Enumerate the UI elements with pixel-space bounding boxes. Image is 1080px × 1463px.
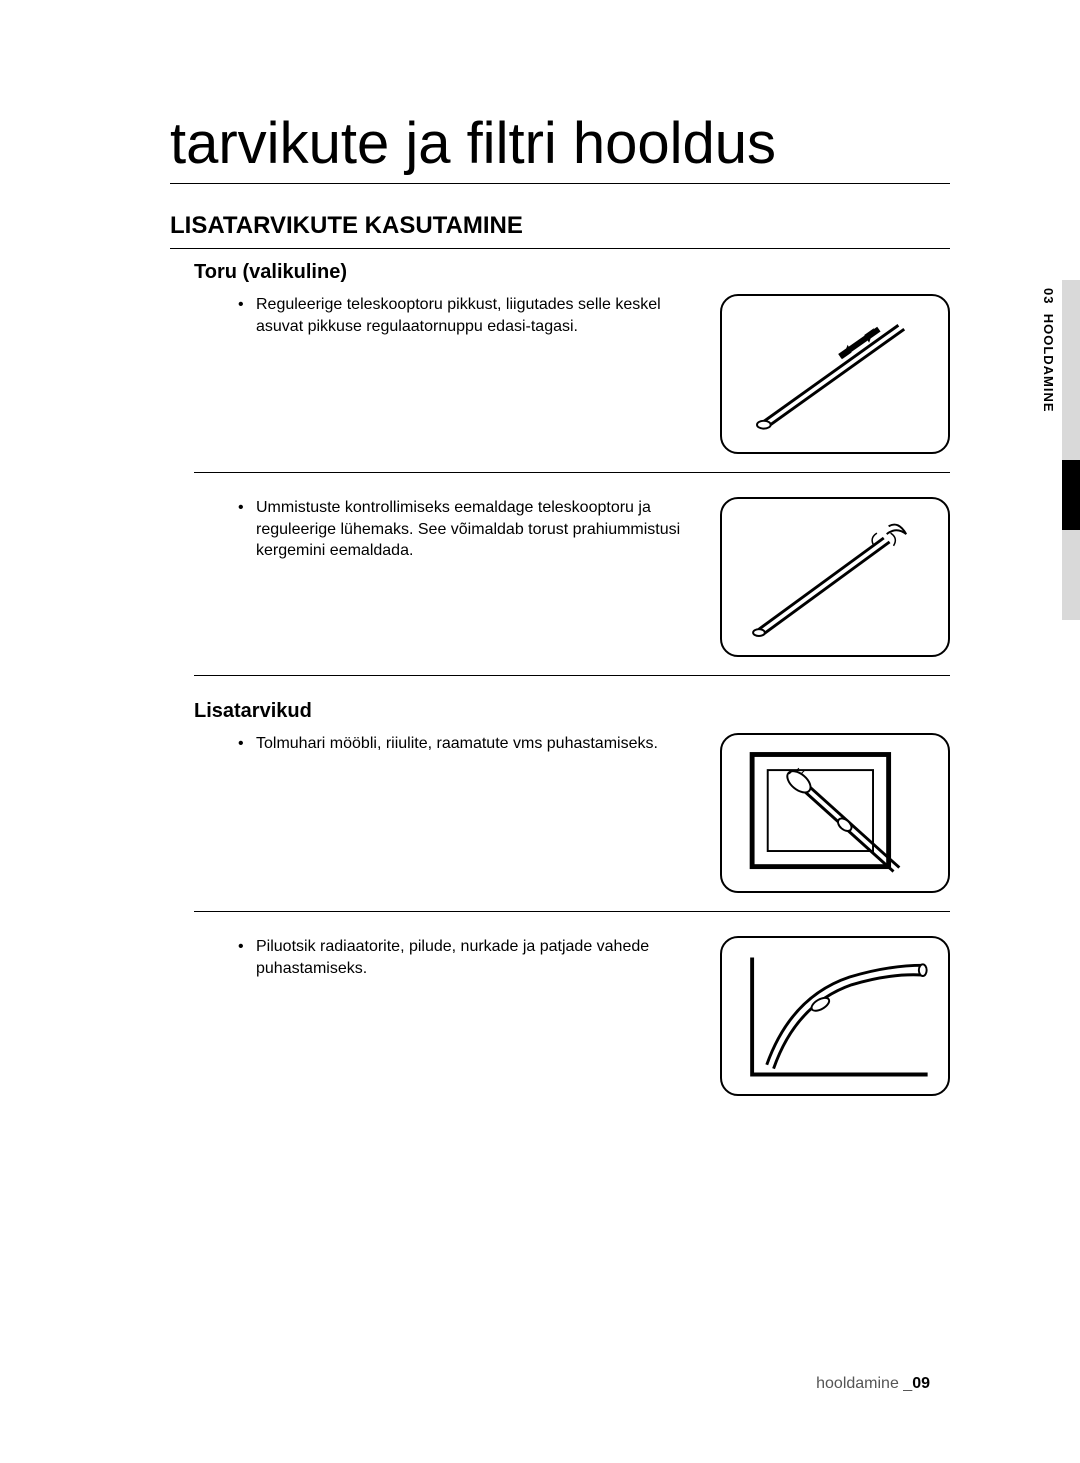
illustration-crevice-tool (720, 936, 950, 1096)
item-text: • Reguleerige teleskooptoru pikkust, lii… (170, 294, 698, 337)
item-row: • Ummistuste kontrollimiseks eemaldage t… (170, 497, 950, 657)
illustration-tube-detach (720, 497, 950, 657)
illustration-dust-brush (720, 733, 950, 893)
item-divider (194, 472, 950, 473)
footer-page-number: 09 (912, 1375, 930, 1392)
bullet-icon: • (238, 294, 256, 337)
item-row: • Piluotsik radiaatorite, pilude, nurkad… (170, 936, 950, 1096)
bullet-icon: • (238, 733, 256, 755)
bullet-icon: • (238, 497, 256, 562)
section-rule (170, 248, 950, 249)
item-row: • Reguleerige teleskooptoru pikkust, lii… (170, 294, 950, 454)
sub-heading-lisatarvikud: Lisatarvikud (194, 700, 950, 723)
item-text: • Ummistuste kontrollimiseks eemaldage t… (170, 497, 698, 562)
page-title: tarvikute ja filtri hooldus (170, 110, 950, 184)
sub-heading-toru: Toru (valikuline) (194, 261, 950, 284)
item-divider (194, 911, 950, 912)
item-text: • Tolmuhari mööbli, riiulite, raamatute … (170, 733, 698, 755)
item-description: Ummistuste kontrollimiseks eemaldage tel… (256, 497, 698, 562)
section-heading: LISATARVIKUTE KASUTAMINE (170, 212, 950, 240)
page-footer: hooldamine _09 (816, 1375, 930, 1393)
manual-page: tarvikute ja filtri hooldus LISATARVIKUT… (0, 0, 1080, 1174)
item-divider (194, 675, 950, 676)
item-text: • Piluotsik radiaatorite, pilude, nurkad… (170, 936, 698, 979)
item-description: Reguleerige teleskooptoru pikkust, liigu… (256, 294, 698, 337)
item-row: • Tolmuhari mööbli, riiulite, raamatute … (170, 733, 950, 893)
bullet-icon: • (238, 936, 256, 979)
item-description: Piluotsik radiaatorite, pilude, nurkade … (256, 936, 698, 979)
footer-label: hooldamine _ (816, 1375, 912, 1392)
item-description: Tolmuhari mööbli, riiulite, raamatute vm… (256, 733, 658, 755)
illustration-telescopic-tube (720, 294, 950, 454)
